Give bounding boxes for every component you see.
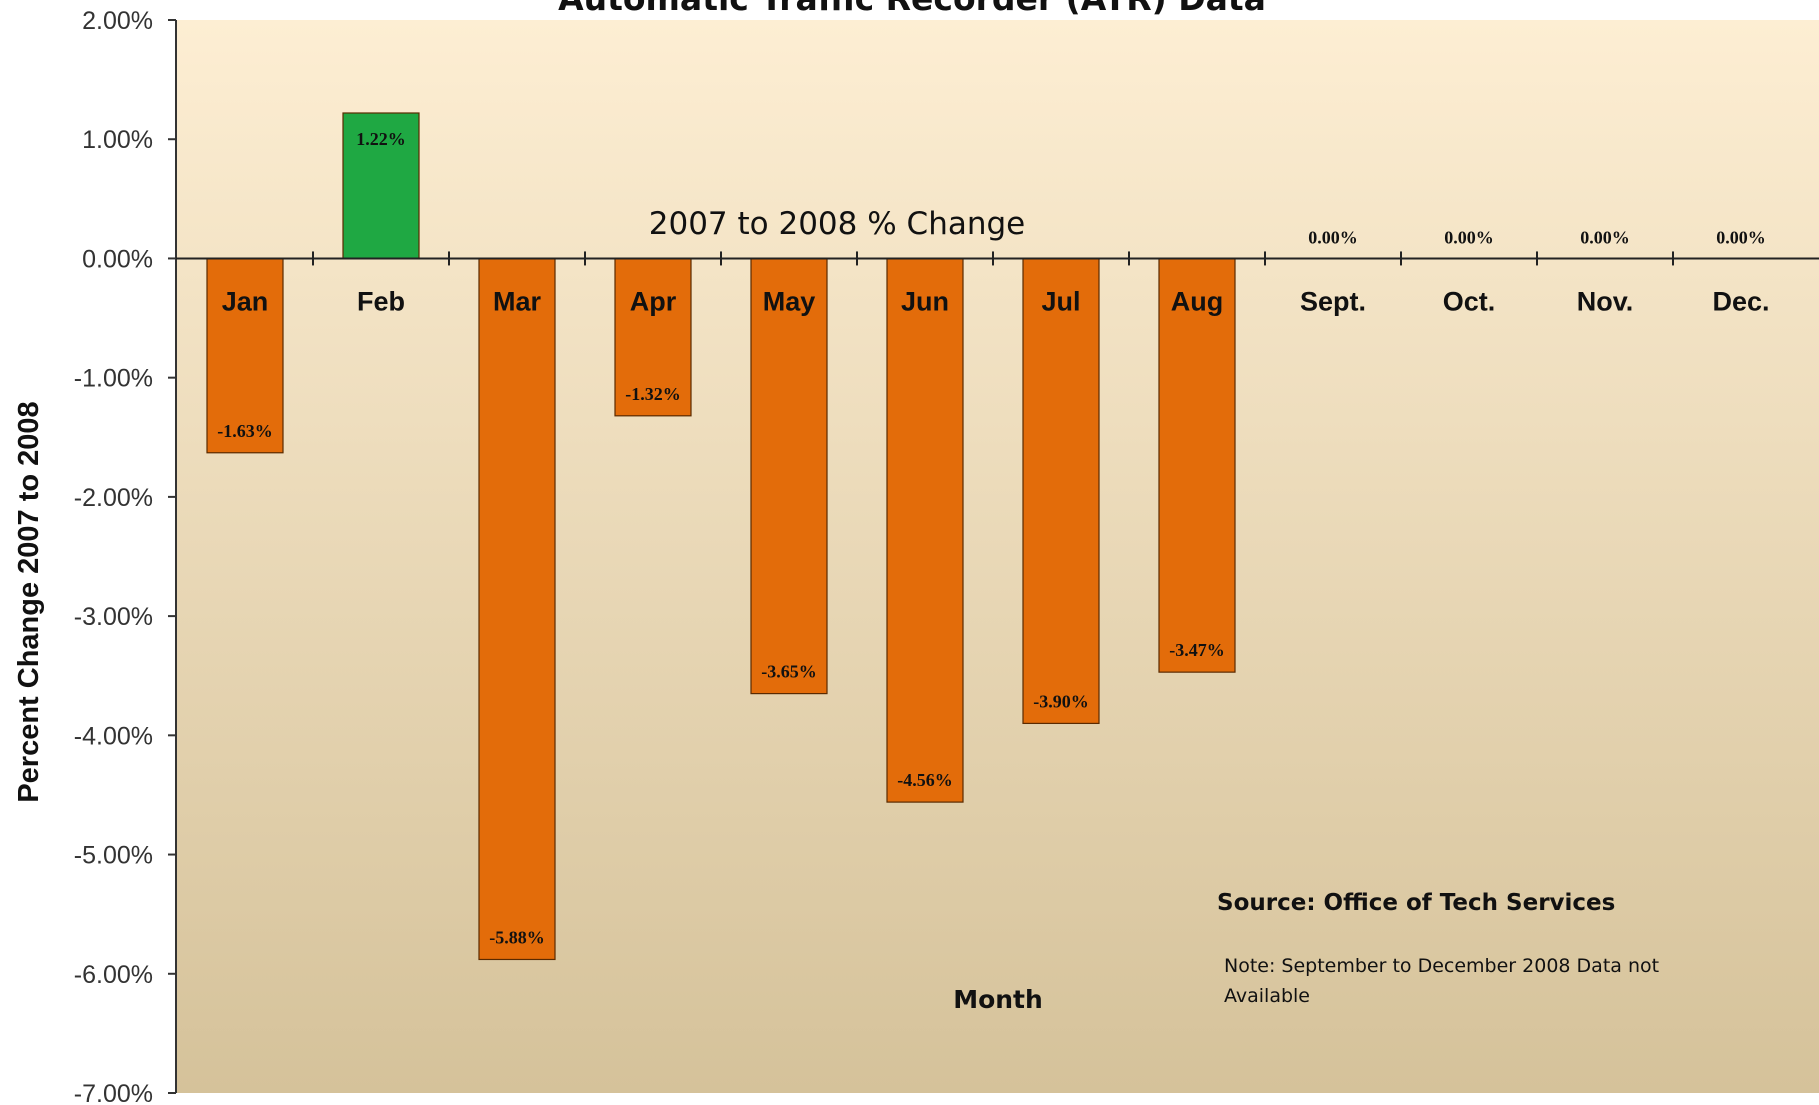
data-label: -3.65% <box>761 662 817 682</box>
bar <box>886 257 964 803</box>
category-label: Dec. <box>1712 286 1769 316</box>
data-label: 0.00% <box>1716 227 1766 247</box>
category-label: Apr <box>630 286 677 316</box>
y-tick-label: 1.00% <box>82 126 153 154</box>
data-label: 0.00% <box>1444 227 1494 247</box>
y-tick-label: 0.00% <box>82 245 153 273</box>
data-labels: -1.63% 1.22% -5.88% -1.32% -3.65% -4.56% -3.90… <box>217 129 1766 947</box>
y-tick-label: -7.00% <box>74 1080 153 1105</box>
note-annotation-line1: Note: September to December 2008 Data no… <box>1224 955 1659 977</box>
y-tick-label: 2.00% <box>82 7 153 35</box>
y-tick-label: -5.00% <box>74 842 153 870</box>
x-axis: Jan Feb Mar Apr May Jun Jul Aug Sept. Oct. Nov. Dec… <box>176 251 1819 316</box>
category-label: Jan <box>222 286 269 316</box>
data-label: -3.90% <box>1033 691 1089 711</box>
data-label: 1.22% <box>356 129 406 149</box>
y-tick-label: -3.00% <box>74 603 153 631</box>
data-label: -5.88% <box>489 927 545 947</box>
category-label: Jun <box>901 286 949 316</box>
bar <box>478 257 556 961</box>
plot-area <box>176 20 1819 1093</box>
y-tick-label: -1.00% <box>74 365 153 393</box>
category-label: Nov. <box>1577 286 1634 316</box>
chart-subtitle: 2007 to 2008 % Change <box>649 206 1025 242</box>
data-label: -3.47% <box>1169 640 1225 660</box>
category-label: May <box>763 286 816 316</box>
data-label: -4.56% <box>897 770 953 790</box>
bar <box>342 112 420 260</box>
bar <box>1022 257 1100 725</box>
data-label: -1.32% <box>625 384 681 404</box>
bar <box>750 257 828 695</box>
x-axis-title: Month <box>953 985 1043 1014</box>
category-label: Mar <box>493 286 542 316</box>
note-annotation-line2: Available <box>1224 985 1310 1007</box>
chart-title: Automatic Traffic Recorder (ATR) Data <box>558 0 1266 18</box>
bar <box>1158 257 1236 673</box>
y-tick-label: -4.00% <box>74 722 153 750</box>
y-axis-title: Percent Change 2007 to 2008 <box>13 401 45 802</box>
category-label: Aug <box>1171 286 1223 316</box>
source-annotation: Source: Office of Tech Services <box>1217 890 1615 916</box>
y-axis: 2.00% 1.00% 0.00% -1.00% -2.00% -3.00% -4.00% -… <box>74 7 177 1105</box>
bar <box>206 257 284 454</box>
data-label: 0.00% <box>1308 227 1358 247</box>
bars <box>206 112 1236 961</box>
category-label: Jul <box>1041 286 1080 316</box>
data-label: 0.00% <box>1580 227 1630 247</box>
category-label: Oct. <box>1443 286 1496 316</box>
data-label: -1.63% <box>217 421 273 441</box>
y-tick-label: -6.00% <box>74 961 153 989</box>
bar <box>614 257 692 417</box>
category-label: Feb <box>357 286 405 316</box>
y-tick-label: -2.00% <box>74 484 153 512</box>
category-label: Sept. <box>1300 286 1366 316</box>
